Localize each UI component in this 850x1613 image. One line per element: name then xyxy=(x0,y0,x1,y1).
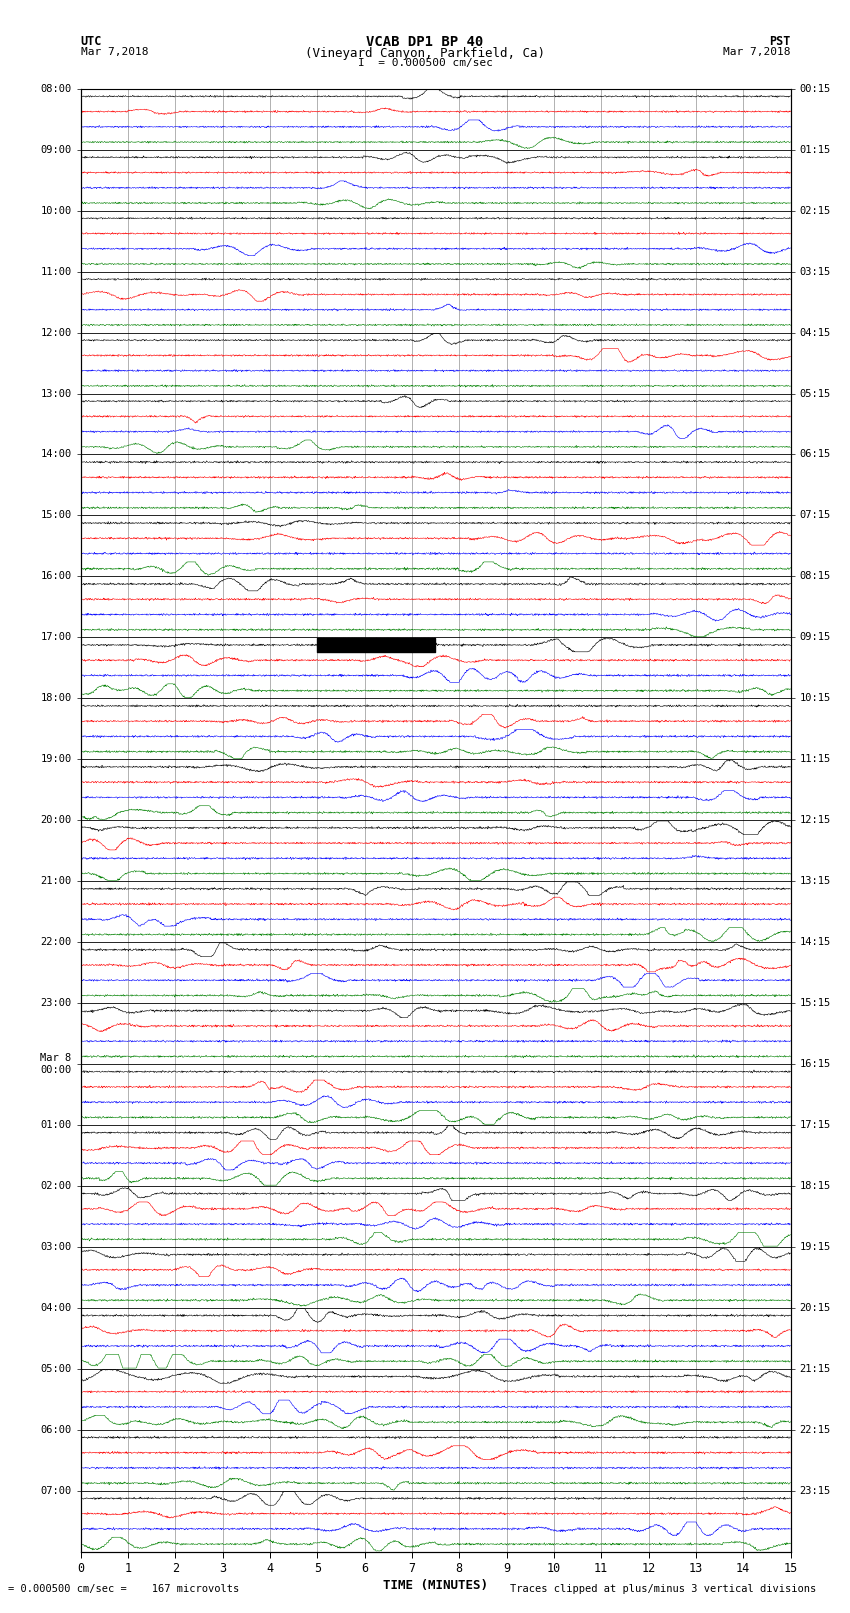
Text: VCAB DP1 BP 40: VCAB DP1 BP 40 xyxy=(366,35,484,50)
Text: Mar 7,2018: Mar 7,2018 xyxy=(723,47,791,56)
Text: Traces clipped at plus/minus 3 vertical divisions: Traces clipped at plus/minus 3 vertical … xyxy=(510,1584,816,1594)
Text: I  = 0.000500 cm/sec: I = 0.000500 cm/sec xyxy=(358,58,492,68)
Text: PST: PST xyxy=(769,35,790,48)
X-axis label: TIME (MINUTES): TIME (MINUTES) xyxy=(383,1579,488,1592)
Text: UTC: UTC xyxy=(81,35,102,48)
Text: = 0.000500 cm/sec =    167 microvolts: = 0.000500 cm/sec = 167 microvolts xyxy=(8,1584,240,1594)
Text: (Vineyard Canyon, Parkfield, Ca): (Vineyard Canyon, Parkfield, Ca) xyxy=(305,47,545,60)
Text: Mar 7,2018: Mar 7,2018 xyxy=(81,47,148,56)
